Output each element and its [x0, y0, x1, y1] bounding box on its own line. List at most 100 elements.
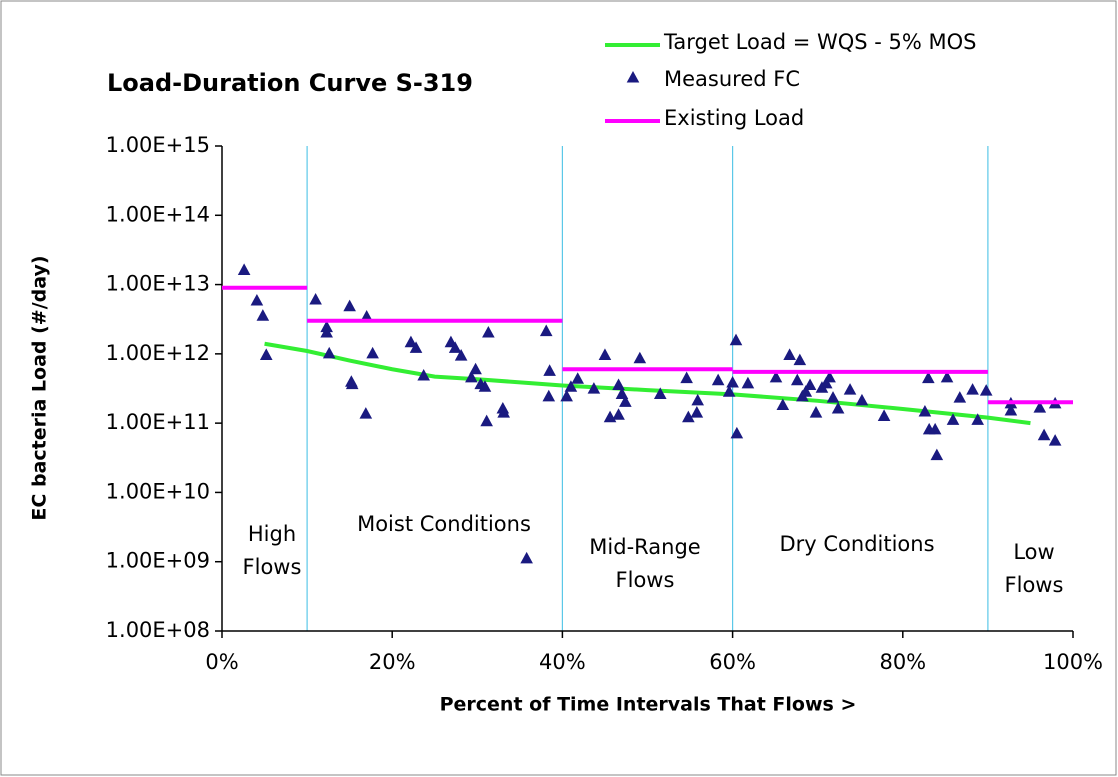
legend-label: Target Load = WQS - 5% MOS [663, 30, 977, 54]
data-point [918, 404, 932, 417]
data-point [690, 406, 704, 418]
data-point [831, 402, 845, 414]
data-point [730, 426, 744, 439]
y-tick-label: 1.00E+15 [106, 133, 210, 157]
chart-title: Load-Duration Curve S-319 [107, 69, 473, 97]
data-point [250, 293, 264, 306]
region-label: Dry Conditions [779, 532, 934, 556]
data-point [799, 385, 813, 397]
data-point [497, 406, 510, 418]
data-point [417, 368, 430, 381]
data-point [653, 387, 667, 399]
data-point [1037, 428, 1051, 441]
data-point [819, 376, 833, 389]
data-point [855, 393, 869, 406]
data-point [691, 393, 705, 406]
data-point [776, 398, 790, 411]
data-point [480, 414, 493, 427]
data-point [783, 348, 796, 360]
data-point [682, 410, 695, 423]
legend-label: Existing Load [664, 106, 804, 130]
data-point [409, 341, 423, 353]
data-point [366, 346, 379, 359]
data-point [404, 335, 418, 348]
region-label: High [248, 522, 296, 546]
data-point [454, 349, 468, 361]
data-point [877, 409, 891, 421]
data-point [928, 422, 942, 435]
series-line [264, 341, 1031, 426]
data-point [966, 383, 979, 395]
data-point [465, 370, 478, 383]
x-tick-label: 20% [369, 650, 416, 674]
data-point [940, 370, 954, 383]
data-point [571, 372, 585, 384]
region-label: Flows [243, 555, 302, 579]
data-point [539, 324, 553, 337]
y-tick-label: 1.00E+10 [106, 479, 210, 503]
data-point [343, 299, 356, 312]
region-label: Mid-Range [589, 535, 700, 559]
data-point [564, 380, 578, 392]
y-axis-label: EC bacteria Load (#/day) [29, 255, 51, 520]
x-tick-label: 60% [709, 650, 756, 674]
data-point [520, 551, 533, 564]
x-tick-label: 80% [879, 650, 926, 674]
data-point [922, 371, 935, 384]
y-tick-label: 1.00E+12 [106, 341, 210, 365]
data-point [469, 362, 482, 375]
region-label: Moist Conditions [357, 512, 531, 536]
data-point [633, 351, 647, 364]
data-point [979, 384, 993, 396]
x-axis-label: Percent of Time Intervals That Flows > [440, 694, 857, 716]
y-tick-label: 1.00E+11 [106, 410, 210, 434]
data-point [711, 373, 725, 386]
x-tick-label: 100% [1043, 650, 1103, 674]
data-point [309, 292, 322, 305]
data-point [803, 378, 817, 390]
data-point [619, 395, 632, 407]
data-point [359, 407, 373, 419]
data-point [478, 380, 492, 392]
region-label: Flows [1005, 573, 1064, 597]
data-point [360, 310, 373, 322]
series-line [222, 285, 1073, 405]
data-point [587, 382, 601, 394]
data-point [448, 341, 462, 353]
y-tick-label: 1.00E+09 [106, 549, 210, 573]
data-point [542, 389, 556, 402]
y-tick-label: 1.00E+08 [106, 618, 210, 642]
x-tick-label: 0% [205, 650, 238, 674]
data-point [722, 385, 736, 397]
data-point [946, 413, 960, 425]
data-point [322, 346, 336, 359]
y-tick-label: 1.00E+13 [106, 272, 210, 296]
data-point [1033, 401, 1047, 413]
x-tick-label: 40% [539, 650, 586, 674]
region-label: Low [1013, 540, 1054, 564]
data-point [741, 376, 755, 389]
data-point [823, 370, 836, 383]
data-point [793, 353, 807, 366]
data-point [543, 364, 556, 376]
data-point [790, 373, 804, 386]
data-point [560, 389, 573, 402]
data-point [729, 333, 743, 346]
data-point [237, 263, 251, 275]
legend-swatch [626, 71, 640, 83]
data-point [345, 377, 359, 390]
data-point [971, 413, 984, 425]
data-point [809, 406, 823, 418]
data-point [612, 408, 625, 420]
data-point [680, 371, 693, 384]
data-point [1004, 403, 1018, 416]
data-point [769, 370, 783, 383]
data-point [826, 391, 840, 403]
data-point [930, 448, 944, 461]
data-point [320, 326, 333, 338]
data-point [256, 309, 270, 321]
data-point [726, 375, 739, 388]
legend-label: Measured FC [664, 67, 800, 91]
